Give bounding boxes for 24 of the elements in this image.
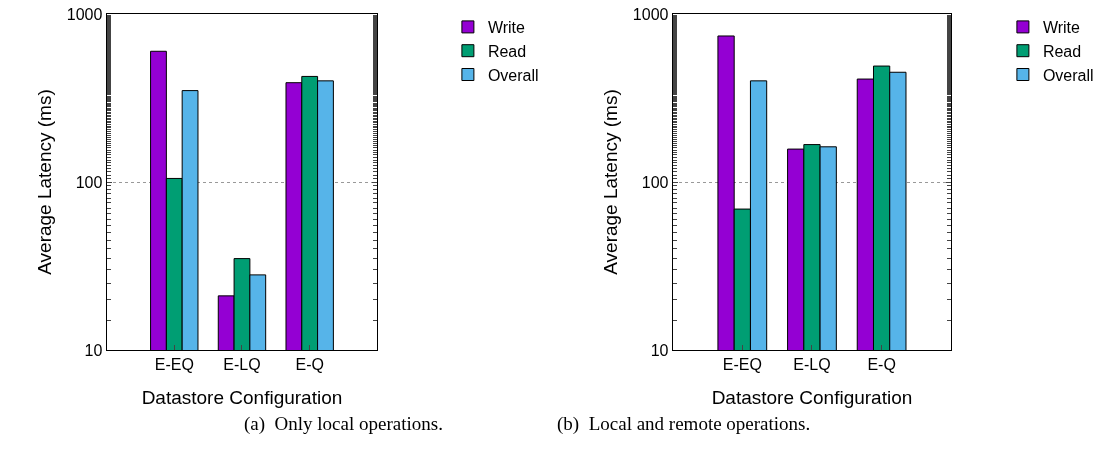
x-tick-label: E-Q <box>295 356 324 374</box>
x-tick-label: E-Q <box>867 356 896 374</box>
y-tick-label: 100 <box>641 173 669 191</box>
y-axis-title: Average Latency (ms) <box>599 89 621 275</box>
legend-label: Read <box>487 42 527 60</box>
legend-label: Write <box>487 19 526 37</box>
legend-label: Read <box>1042 42 1082 60</box>
x-tick-label: E-EQ <box>154 356 194 374</box>
y-tick-label: 1000 <box>66 5 103 23</box>
legend-label: Overall <box>487 66 539 84</box>
y-tick-label: 100 <box>75 173 103 191</box>
y-tick-label: 10 <box>84 341 103 359</box>
legend-label: Write <box>1042 19 1081 37</box>
x-axis-title: Datastore Configuration <box>141 387 343 408</box>
y-axis-title: Average Latency (ms) <box>33 89 55 275</box>
x-tick-label: E-LQ <box>223 356 261 374</box>
text: (a) Only local operations. <box>244 413 443 435</box>
x-tick-label: E-EQ <box>722 356 762 374</box>
x-tick-label: E-LQ <box>793 356 831 374</box>
text: (b) Local and remote operations. <box>557 413 811 435</box>
y-tick-label: 1000 <box>632 5 669 23</box>
legend-label: Overall <box>1042 66 1094 84</box>
y-tick-label: 10 <box>650 341 669 359</box>
x-axis-title: Datastore Configuration <box>711 387 913 408</box>
